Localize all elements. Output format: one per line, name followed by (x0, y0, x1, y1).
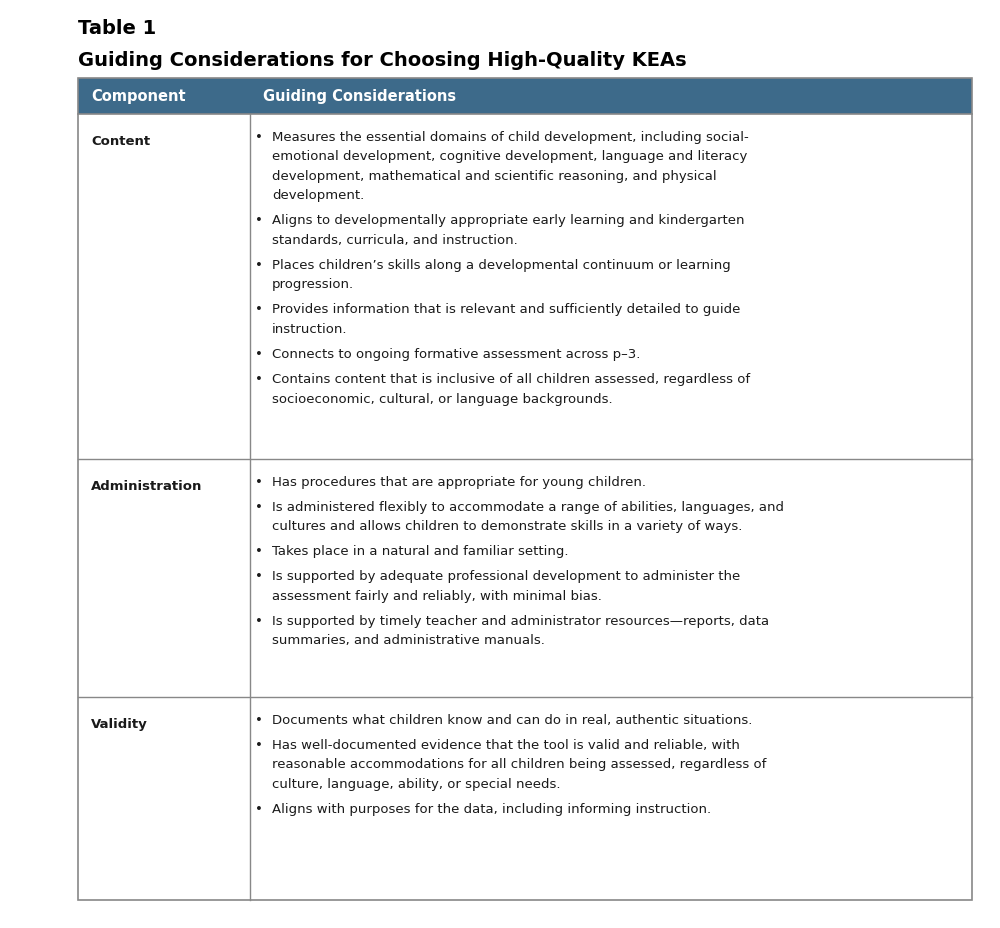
Bar (78, 459, 972, 697)
Text: Is supported by adequate professional development to administer the: Is supported by adequate professional de… (272, 570, 740, 583)
Text: Has well-documented evidence that the tool is valid and reliable, with: Has well-documented evidence that the to… (272, 738, 740, 751)
Text: •: • (255, 570, 263, 583)
Text: •: • (255, 475, 263, 488)
Text: •: • (255, 348, 263, 361)
Text: Is supported by timely teacher and administrator resources—reports, data: Is supported by timely teacher and admin… (272, 614, 769, 627)
Text: socioeconomic, cultural, or language backgrounds.: socioeconomic, cultural, or language bac… (272, 392, 613, 405)
Text: development, mathematical and scientific reasoning, and physical: development, mathematical and scientific… (272, 170, 717, 183)
Text: Places children’s skills along a developmental continuum or learning: Places children’s skills along a develop… (272, 259, 731, 272)
Text: Validity: Validity (91, 717, 148, 730)
Bar (78, 79, 972, 115)
Text: development.: development. (272, 189, 364, 202)
Text: Table 1: Table 1 (78, 19, 156, 38)
Text: standards, curricula, and instruction.: standards, curricula, and instruction. (272, 234, 518, 247)
Text: progression.: progression. (272, 278, 354, 291)
Text: Documents what children know and can do in real, authentic situations.: Documents what children know and can do … (272, 714, 752, 727)
Bar (78, 115, 972, 459)
Text: Is administered flexibly to accommodate a range of abilities, languages, and: Is administered flexibly to accommodate … (272, 500, 784, 513)
Text: emotional development, cognitive development, language and literacy: emotional development, cognitive develop… (272, 150, 747, 163)
Text: •: • (255, 214, 263, 227)
Text: Guiding Considerations: Guiding Considerations (263, 89, 456, 104)
Text: •: • (255, 131, 263, 144)
Text: Connects to ongoing formative assessment across p–3.: Connects to ongoing formative assessment… (272, 348, 640, 361)
Text: •: • (255, 500, 263, 513)
Text: Contains content that is inclusive of all children assessed, regardless of: Contains content that is inclusive of al… (272, 373, 750, 386)
Text: Content: Content (91, 135, 150, 148)
Text: reasonable accommodations for all children being assessed, regardless of: reasonable accommodations for all childr… (272, 757, 766, 770)
Text: Component: Component (91, 89, 186, 104)
Text: Administration: Administration (91, 480, 202, 493)
Text: •: • (255, 614, 263, 627)
Text: •: • (255, 802, 263, 815)
Text: Measures the essential domains of child development, including social-: Measures the essential domains of child … (272, 131, 749, 144)
Text: cultures and allows children to demonstrate skills in a variety of ways.: cultures and allows children to demonstr… (272, 520, 742, 533)
Text: Has procedures that are appropriate for young children.: Has procedures that are appropriate for … (272, 475, 646, 488)
Text: •: • (255, 738, 263, 751)
Text: Aligns to developmentally appropriate early learning and kindergarten: Aligns to developmentally appropriate ea… (272, 214, 744, 227)
Text: Provides information that is relevant and sufficiently detailed to guide: Provides information that is relevant an… (272, 303, 740, 316)
Text: instruction.: instruction. (272, 323, 348, 336)
Bar (78, 697, 972, 879)
Text: •: • (255, 303, 263, 316)
Text: •: • (255, 714, 263, 727)
Text: summaries, and administrative manuals.: summaries, and administrative manuals. (272, 634, 545, 647)
Bar (78, 79, 972, 900)
Text: assessment fairly and reliably, with minimal bias.: assessment fairly and reliably, with min… (272, 589, 602, 602)
Text: Takes place in a natural and familiar setting.: Takes place in a natural and familiar se… (272, 545, 568, 558)
Text: •: • (255, 545, 263, 558)
Text: •: • (255, 373, 263, 386)
Text: Aligns with purposes for the data, including informing instruction.: Aligns with purposes for the data, inclu… (272, 802, 711, 815)
Text: culture, language, ability, or special needs.: culture, language, ability, or special n… (272, 777, 560, 790)
Text: Guiding Considerations for Choosing High-Quality KEAs: Guiding Considerations for Choosing High… (78, 51, 687, 70)
Text: •: • (255, 259, 263, 272)
